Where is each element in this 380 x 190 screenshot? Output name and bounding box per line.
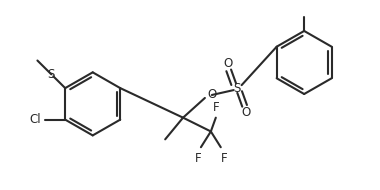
Text: F: F: [195, 152, 201, 165]
Text: F: F: [212, 101, 219, 114]
Text: O: O: [223, 57, 232, 70]
Text: O: O: [207, 89, 216, 101]
Text: F: F: [220, 152, 227, 165]
Text: S: S: [233, 82, 240, 95]
Text: Cl: Cl: [30, 113, 41, 126]
Text: O: O: [241, 106, 250, 119]
Text: S: S: [48, 68, 55, 81]
